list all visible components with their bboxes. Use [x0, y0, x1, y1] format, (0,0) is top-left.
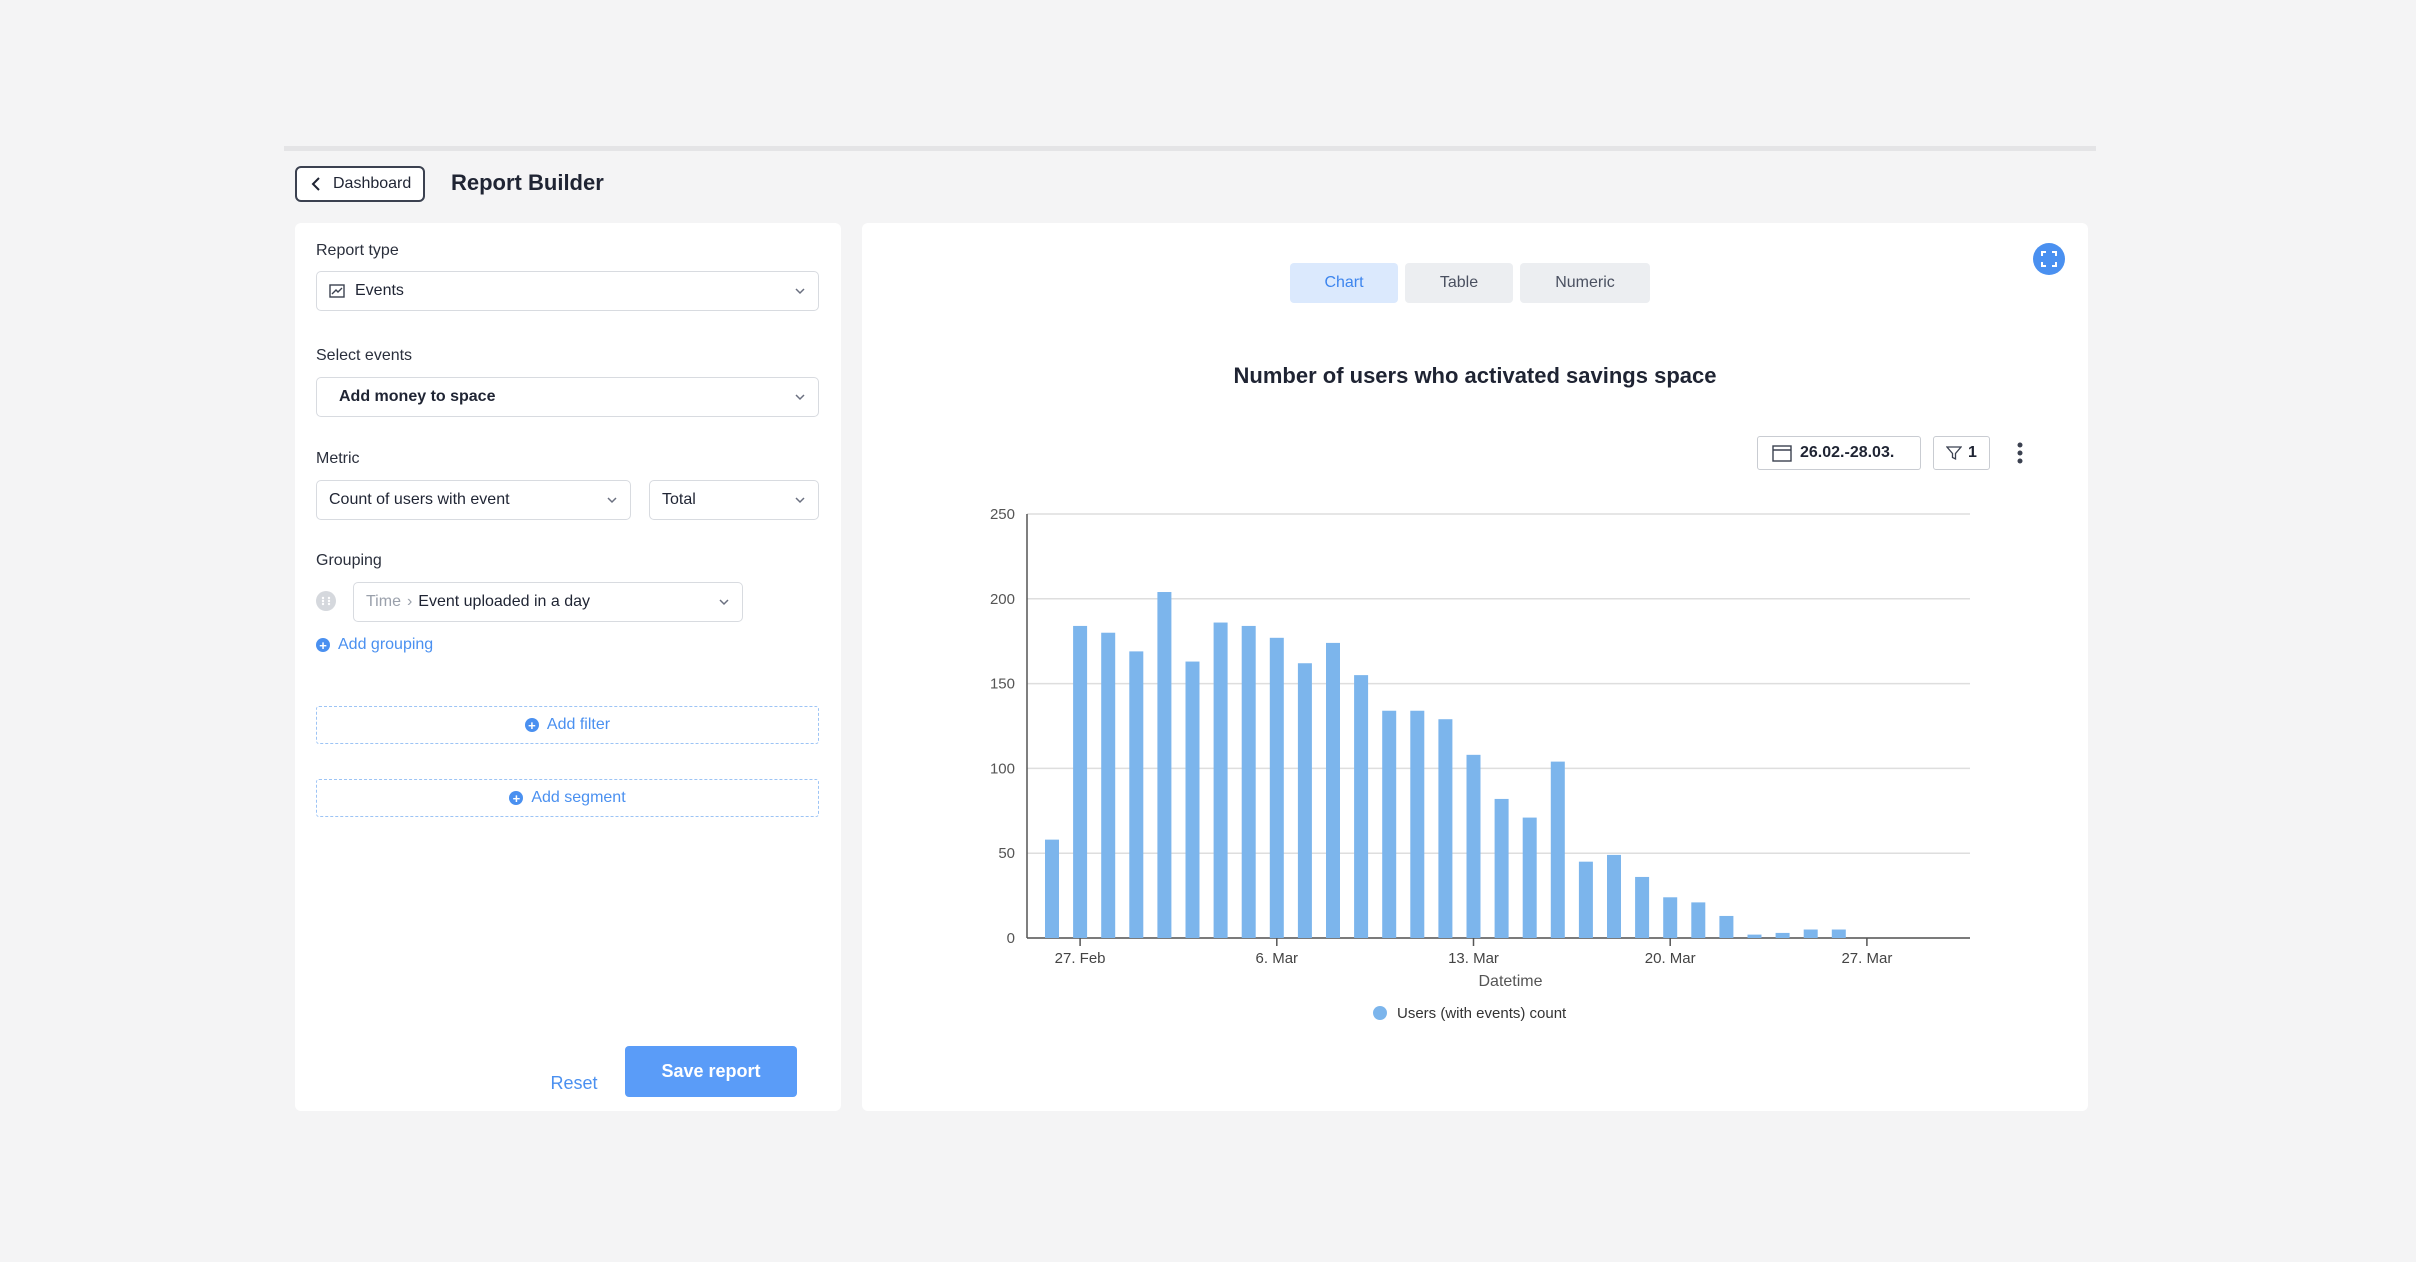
chevron-down-icon	[795, 394, 805, 401]
bar	[1326, 642, 1340, 938]
bar	[1775, 932, 1790, 938]
bar	[1522, 817, 1537, 938]
chevron-down-icon	[719, 599, 729, 606]
bar	[1297, 663, 1312, 938]
plus-circle-icon: +	[316, 638, 330, 652]
y-tick-label: 100	[990, 760, 1015, 777]
metric-aggregation-value: Total	[662, 491, 696, 508]
bar	[1663, 897, 1678, 938]
report-type-value: Events	[355, 282, 404, 299]
bar	[1803, 929, 1818, 938]
bar	[1578, 861, 1593, 938]
grouping-prefix: Time	[366, 593, 401, 610]
chevron-down-icon	[607, 497, 617, 504]
bar	[1129, 651, 1144, 938]
bar	[1185, 661, 1200, 938]
x-tick-label: 13. Mar	[1448, 950, 1499, 967]
page-title: Report Builder	[451, 170, 604, 195]
expand-icon	[2041, 251, 2057, 267]
select-events-dropdown[interactable]: Add money to space	[316, 377, 819, 417]
bar	[1045, 839, 1059, 938]
x-tick-label: 20. Mar	[1645, 950, 1696, 967]
chart-filter-button[interactable]: 1	[1933, 436, 1990, 470]
bar	[1354, 675, 1369, 938]
y-tick-label: 0	[1007, 930, 1015, 947]
metric-select[interactable]: Count of users with event	[316, 480, 631, 520]
bar	[1438, 719, 1453, 938]
plus-circle-icon: +	[509, 791, 524, 805]
chevron-down-icon	[795, 497, 805, 504]
chevron-down-icon	[795, 288, 805, 295]
bar	[1073, 625, 1088, 938]
tab-numeric[interactable]: Numeric	[1520, 263, 1650, 303]
bar	[1101, 632, 1116, 938]
metric-aggregation-select[interactable]: Total	[649, 480, 819, 520]
chart-icon	[329, 284, 345, 298]
reset-button[interactable]: Reset	[550, 1072, 598, 1093]
date-range-button[interactable]: 26.02.-28.03.	[1757, 436, 1921, 470]
y-tick-label: 250	[990, 506, 1015, 523]
bar	[1157, 592, 1172, 938]
add-grouping-label: Add grouping	[338, 636, 434, 653]
bar	[1466, 754, 1481, 938]
filter-count: 1	[1968, 444, 1977, 461]
chart-title: Number of users who activated savings sp…	[1233, 363, 1717, 388]
select-events-label: Select events	[316, 347, 413, 364]
add-filter-label: Add filter	[546, 716, 611, 733]
bar	[1494, 798, 1509, 938]
bar	[1691, 902, 1706, 938]
tab-chart[interactable]: Chart	[1290, 263, 1398, 303]
bar	[1382, 710, 1397, 938]
x-tick-label: 6. Mar	[1256, 950, 1299, 967]
selected-event-value: Add money to space	[339, 388, 496, 405]
x-axis-title: Datetime	[1478, 973, 1542, 990]
drag-handle-icon[interactable]	[316, 591, 336, 611]
add-segment-label: Add segment	[531, 789, 626, 806]
bar-chart: 0 50 100 150 200 250 27. Feb 6. Mar 13. Mar 20. M…	[990, 506, 1970, 1022]
back-to-dashboard-button[interactable]: Dashboard	[295, 166, 425, 202]
legend-label: Users (with events) count	[1397, 1005, 1567, 1022]
legend-marker	[1373, 1006, 1387, 1020]
date-range-value: 26.02.-28.03.	[1800, 444, 1895, 461]
grouping-value: Event uploaded in a day	[418, 593, 590, 610]
y-tick-label: 200	[990, 591, 1015, 608]
report-type-select[interactable]: Events	[316, 271, 819, 311]
bar	[1213, 622, 1228, 938]
report-type-label: Report type	[316, 242, 399, 259]
grouping-label: Grouping	[316, 552, 382, 569]
back-button-label: Dashboard	[333, 175, 412, 192]
breadcrumb-separator-icon: ›	[406, 593, 413, 610]
calendar-icon	[1772, 445, 1792, 462]
bar	[1241, 625, 1256, 938]
grouping-select[interactable]: Time › Event uploaded in a day	[353, 582, 743, 622]
metric-label: Metric	[316, 450, 360, 467]
y-tick-label: 50	[998, 845, 1015, 862]
y-tick-label: 150	[990, 676, 1015, 693]
chevron-left-icon	[311, 177, 320, 191]
add-segment-button[interactable]: + Add segment	[316, 779, 819, 817]
bar	[1410, 710, 1425, 938]
bar	[1635, 876, 1650, 938]
add-grouping-button[interactable]: + Add grouping	[316, 636, 433, 654]
bar	[1747, 934, 1762, 938]
bar	[1269, 637, 1284, 938]
bar	[1831, 929, 1846, 938]
bar	[1550, 761, 1565, 938]
save-report-button[interactable]: Save report	[625, 1046, 797, 1097]
metric-value: Count of users with event	[329, 491, 510, 508]
fullscreen-button[interactable]	[2033, 243, 2065, 275]
report-settings-panel: Report type Events Select events Add mon…	[295, 223, 841, 1111]
filter-icon	[1946, 446, 1963, 461]
bar	[1607, 854, 1621, 938]
x-tick-label: 27. Mar	[1841, 950, 1892, 967]
tab-table[interactable]: Table	[1405, 263, 1513, 303]
plus-circle-icon: +	[524, 718, 539, 732]
more-options-icon[interactable]	[2010, 437, 2030, 469]
bar	[1719, 915, 1734, 938]
report-preview-panel: Chart Table Numeric Number of users who …	[862, 223, 2088, 1111]
add-filter-button[interactable]: + Add filter	[316, 706, 819, 744]
x-tick-label: 27. Feb	[1055, 950, 1106, 967]
top-divider	[284, 146, 2096, 151]
